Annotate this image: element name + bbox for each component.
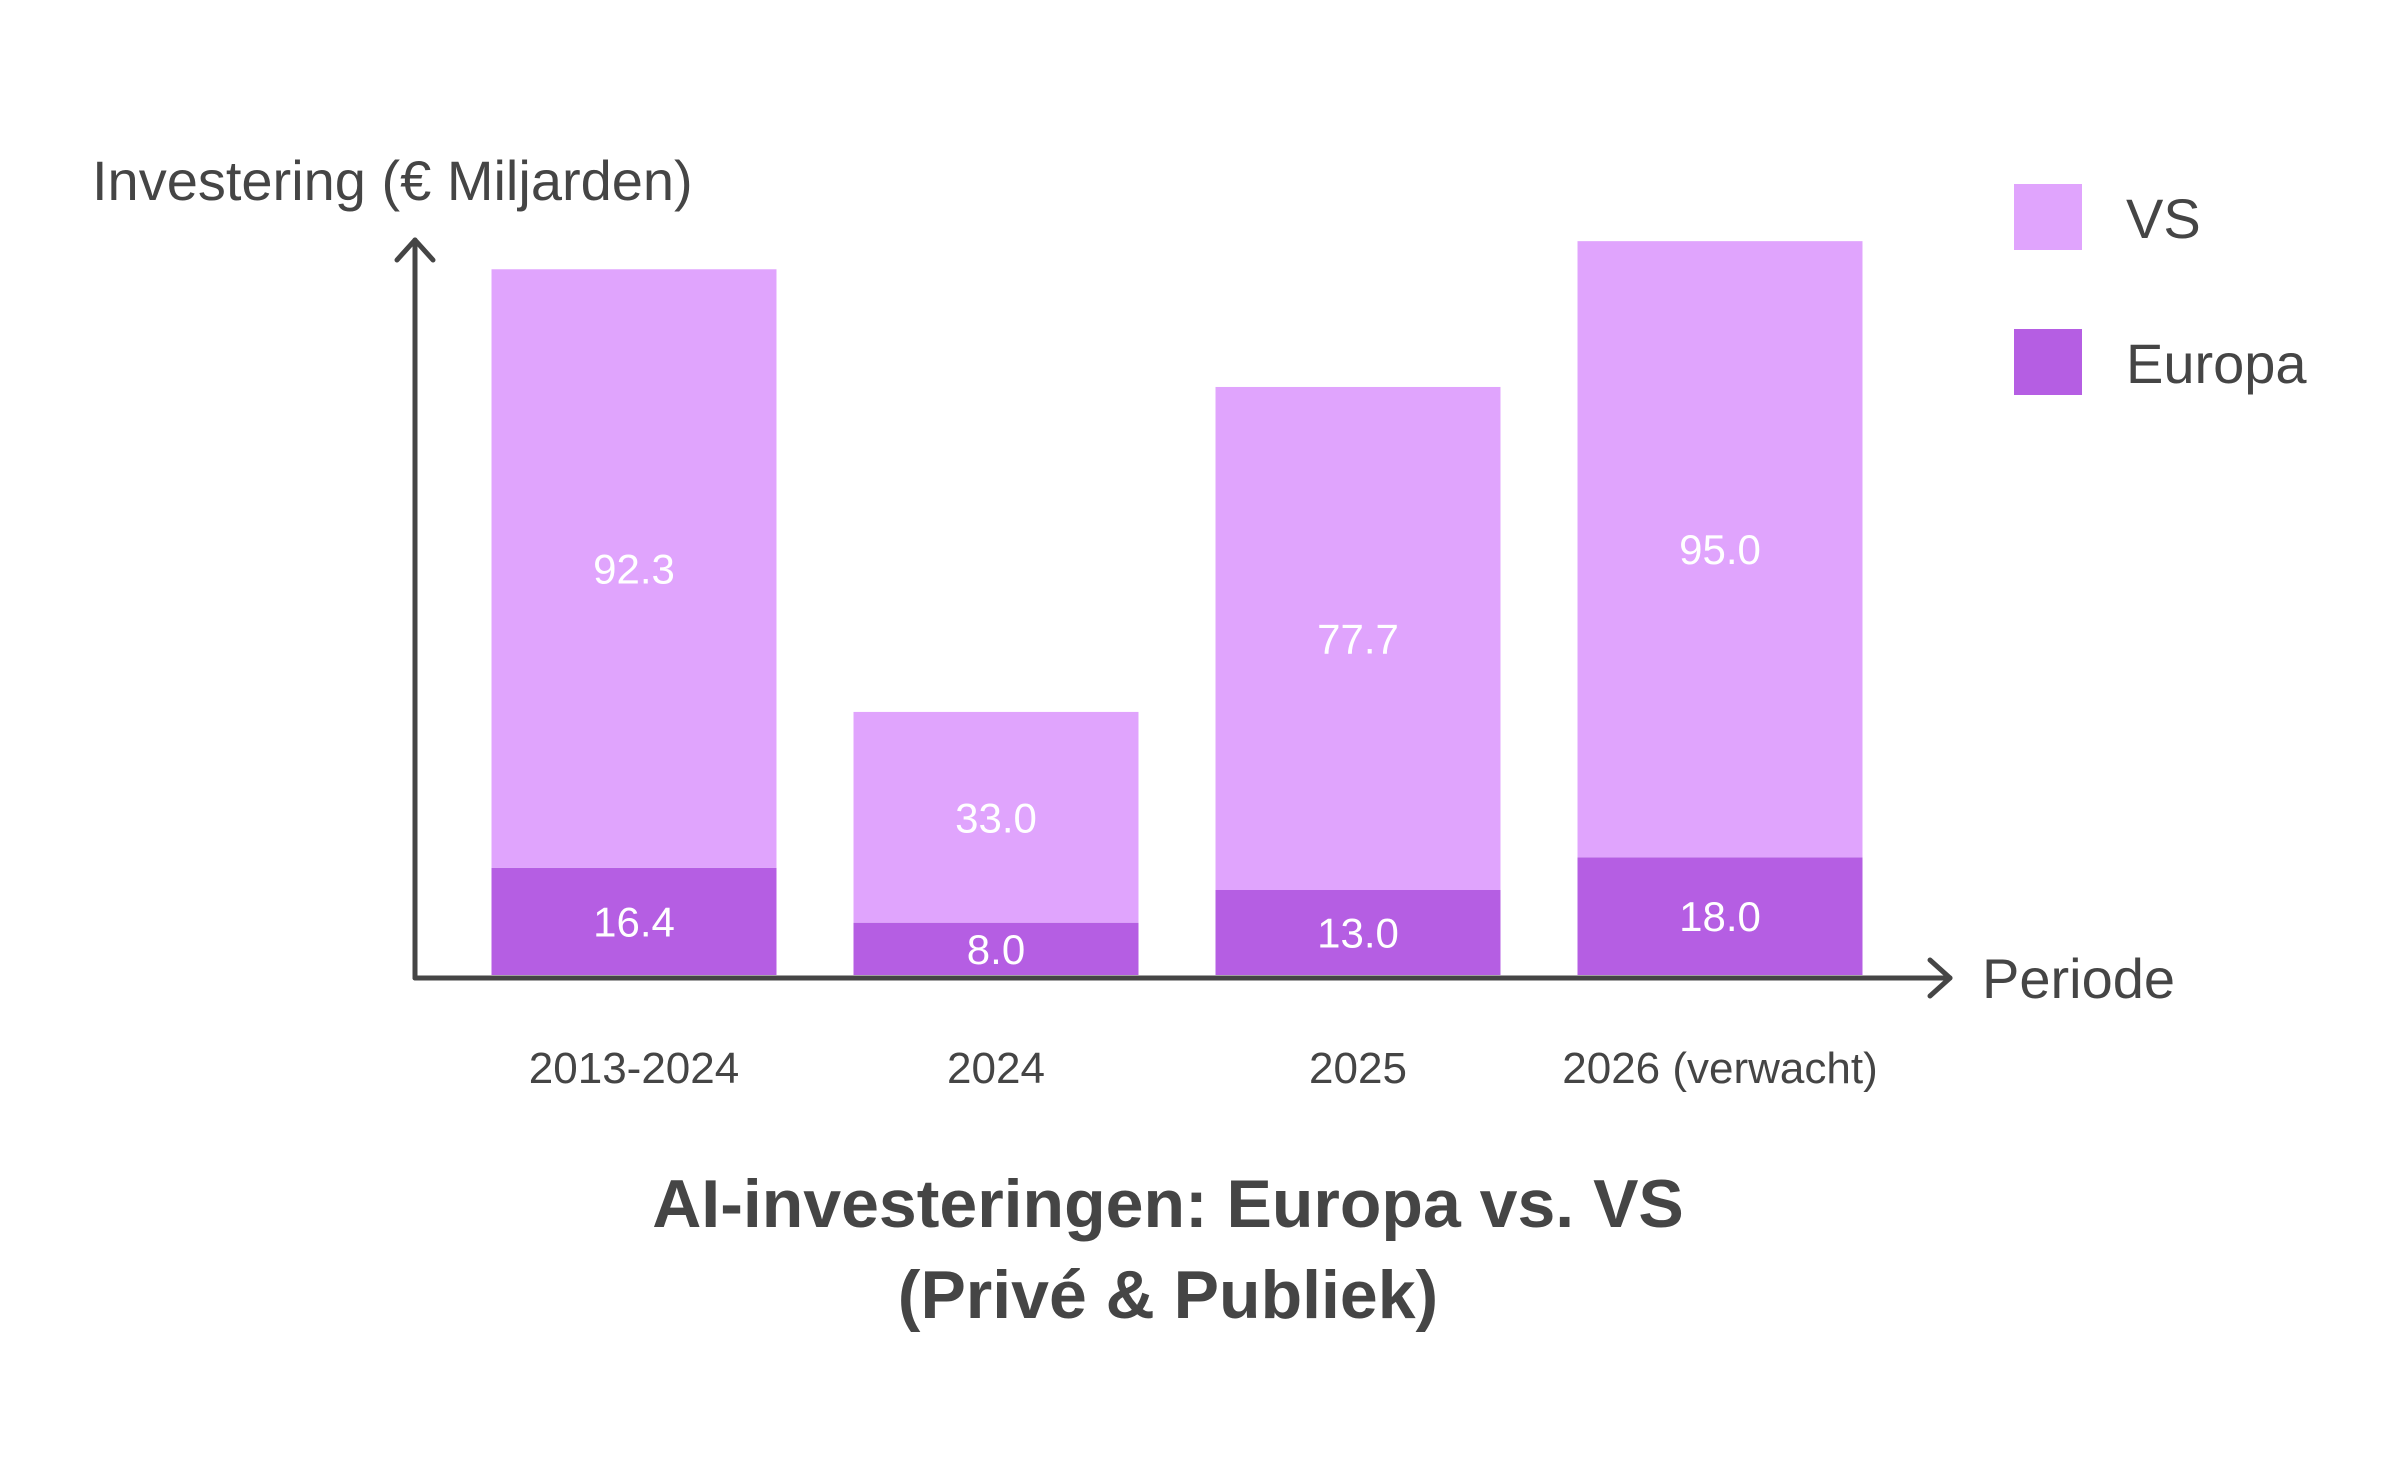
axes	[394, 237, 1953, 999]
chart-title-line-2: (Privé & Publiek)	[898, 1257, 1438, 1333]
value-label-vs-2025: 77.7	[1317, 615, 1399, 662]
x-tick-label-2013-2024: 2013-2024	[529, 1044, 739, 1093]
value-label-europa-2025: 13.0	[1317, 910, 1399, 957]
legend-swatch-europa	[2014, 329, 2082, 395]
bar-europa-2013-2024	[491, 867, 777, 975]
x-tick-labels-group: 2013-2024 2024 2025 2026 (verwacht)	[529, 1044, 1878, 1093]
y-axis-label: Investering (€ Miljarden)	[92, 149, 693, 212]
value-label-vs-2024: 33.0	[955, 794, 1037, 841]
value-label-europa-2024: 8.0	[967, 926, 1025, 973]
value-labels-group: 16.4 92.3 8.0 33.0 13.0 77.7 18.0 95.0	[593, 526, 1761, 973]
legend-swatch-vs	[2014, 184, 2082, 250]
bar-europa-2025	[1215, 890, 1501, 975]
legend-label-vs: VS	[2126, 187, 2201, 250]
chart-title: AI-investeringen: Europa vs. VS (Privé &…	[652, 1166, 1684, 1333]
value-label-europa-2013-2024: 16.4	[593, 898, 675, 945]
y-axis-arrow-icon	[394, 237, 436, 263]
bar-vs-2025	[1215, 386, 1501, 890]
x-tick-label-2024: 2024	[947, 1044, 1045, 1093]
x-tick-label-2026-verwacht: 2026 (verwacht)	[1562, 1044, 1877, 1093]
legend-label-europa: Europa	[2126, 332, 2307, 395]
chart-title-line-1: AI-investeringen: Europa vs. VS	[652, 1166, 1684, 1242]
x-axis-label: Periode	[1982, 947, 2175, 1010]
bar-vs-2024	[853, 711, 1139, 923]
value-label-vs-2026-verwacht: 95.0	[1679, 526, 1761, 573]
bar-vs-2013-2024	[491, 269, 777, 868]
x-axis-arrow-icon	[1927, 957, 1953, 999]
bar-europa-2024	[853, 922, 1139, 975]
x-tick-label-2025: 2025	[1309, 1044, 1407, 1093]
bar-europa-2026-verwacht	[1577, 857, 1863, 975]
value-label-vs-2013-2024: 92.3	[593, 546, 675, 593]
bar-vs-2026-verwacht	[1577, 241, 1863, 858]
legend: VS Europa	[2014, 184, 2307, 395]
bars-group	[491, 241, 1863, 975]
value-label-europa-2026-verwacht: 18.0	[1679, 893, 1761, 940]
